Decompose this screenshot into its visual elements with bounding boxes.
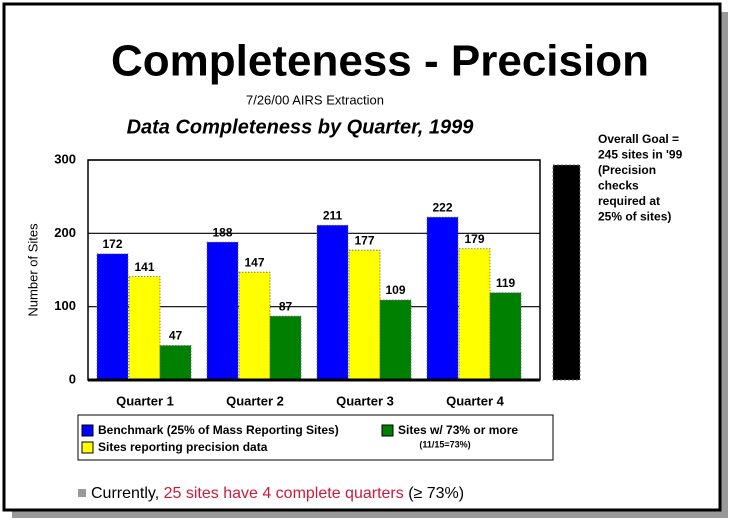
- footnote-part: Currently,: [91, 485, 164, 502]
- data-label: 87: [279, 299, 293, 313]
- data-label: 172: [102, 237, 122, 251]
- bar: [238, 271, 271, 381]
- legend-label: Sites w/ 73% or more: [398, 423, 518, 437]
- legend-label: Sites reporting precision data: [98, 440, 268, 454]
- y-tick-label: 100: [54, 298, 76, 313]
- bar: [96, 253, 129, 381]
- bar: [269, 315, 302, 381]
- footnote: Currently, 25 sites have 4 complete quar…: [91, 485, 464, 502]
- bar: [128, 276, 161, 381]
- x-tick-label: Quarter 2: [226, 393, 284, 408]
- bar: [348, 249, 381, 381]
- data-label: 141: [134, 260, 154, 274]
- data-label: 109: [385, 283, 405, 297]
- bullet: [78, 489, 86, 497]
- data-label: 177: [354, 233, 374, 247]
- goal-text: 245 sites in '99: [598, 148, 683, 162]
- chart-title: Data Completeness by Quarter, 1999: [127, 116, 475, 138]
- y-axis-label: Number of Sites: [25, 223, 40, 317]
- legend-label: Benchmark (25% of Mass Reporting Sites): [98, 423, 339, 437]
- x-tick-label: Quarter 4: [446, 393, 505, 408]
- data-label: 211: [323, 208, 343, 222]
- bar: [159, 345, 192, 381]
- legend-note: (11/15=73%): [419, 439, 470, 449]
- goal-text: required at: [598, 194, 660, 208]
- legend-box: [77, 414, 554, 461]
- goal-text: checks: [598, 179, 639, 193]
- x-tick-label: Quarter 1: [116, 393, 174, 408]
- x-tick-label: Quarter 3: [336, 393, 394, 408]
- bar: [379, 299, 412, 381]
- y-tick-label: 0: [69, 371, 76, 386]
- slide-title: Completeness - Precision: [111, 37, 649, 86]
- data-label: 222: [432, 200, 452, 214]
- bar: [458, 248, 491, 381]
- goal-text: (Precision: [598, 163, 656, 177]
- footnote-part: 25 sites have 4 complete quarters: [164, 485, 404, 502]
- goal-bar: [552, 164, 581, 381]
- legend-swatch: [381, 424, 394, 437]
- data-label: 119: [496, 276, 516, 290]
- subtitle: 7/26/00 AIRS Extraction: [246, 92, 384, 107]
- goal-text: Overall Goal =: [598, 132, 679, 146]
- footnote-part: (≥ 73%): [404, 485, 464, 502]
- y-tick-label: 200: [54, 225, 76, 240]
- y-tick-label: 300: [54, 151, 76, 166]
- legend-swatch: [81, 441, 94, 454]
- data-label: 179: [464, 232, 484, 246]
- goal-text: 25% of sites): [598, 210, 671, 224]
- bar: [426, 216, 459, 381]
- bar: [206, 241, 239, 381]
- data-label: 188: [212, 225, 232, 239]
- data-label: 47: [169, 329, 183, 343]
- bar: [316, 224, 349, 381]
- data-label: 147: [244, 255, 264, 269]
- bar: [489, 292, 522, 381]
- legend-swatch: [81, 424, 94, 437]
